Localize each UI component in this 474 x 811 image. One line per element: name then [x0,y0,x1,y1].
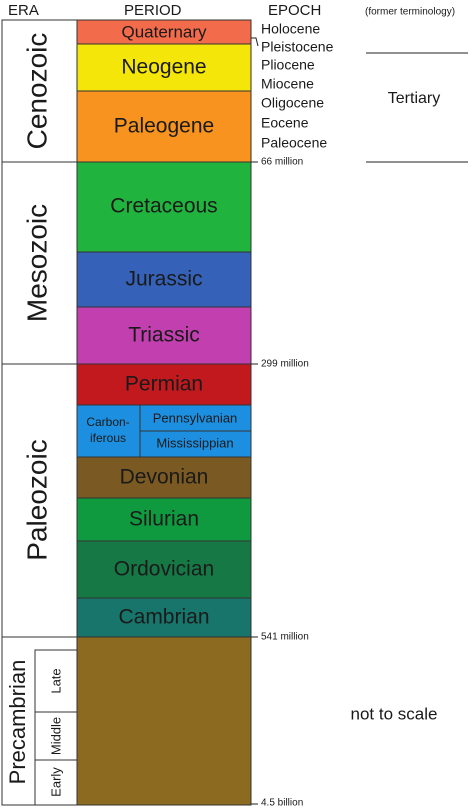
epoch-label: Paleocene [261,135,327,151]
period-label: Carbon- [86,415,129,429]
period-box [76,540,252,599]
date-label: 299 million [261,359,309,370]
period-box [76,306,252,365]
subdivision-box [34,711,78,761]
era-label: Cenozoic [21,33,52,150]
period-box [76,597,252,638]
period-box [139,404,252,432]
period-box [76,497,252,542]
period-label: iferous [90,431,126,445]
period-label: Devonian [120,466,209,489]
subdivision-label: Middle [48,717,63,755]
period-label: Cretaceous [110,195,217,218]
period-box [139,430,252,458]
date-label: 4.5 billion [261,798,303,809]
subdivision-box [34,759,78,806]
period-box [76,363,252,406]
note: not to scale [351,704,438,723]
period-label: Quaternary [121,22,207,41]
epoch-label: Oligocene [261,95,324,111]
period-label: Paleogene [114,115,214,138]
epoch-bracket [251,37,259,47]
subdivision-label: Late [48,668,63,693]
era-box [1,19,78,163]
epoch-label: Miocene [261,76,314,92]
subperiod-label: Mississippian [156,435,233,450]
period-box [76,251,252,308]
header-former: (former terminology) [365,7,455,18]
period-label: Triassic [128,324,200,347]
epoch-label: Pleistocene [261,39,334,55]
epoch-label: Holocene [261,21,320,37]
period-box [76,90,252,163]
period-label: Permian [125,373,203,396]
subperiod-label: Pennsylvanian [153,410,238,425]
epoch-label: Pliocene [261,57,315,73]
header-period: PERIOD [124,2,182,19]
header-epoch: EPOCH [268,2,321,19]
period-box [76,19,252,45]
date-label: 541 million [261,632,309,643]
era-label: Mesozoic [21,204,52,322]
era-box [1,363,78,638]
period-label: Neogene [121,56,206,79]
epoch-label: Eocene [261,115,309,131]
period-label: Cambrian [118,606,209,629]
header-era: ERA [8,2,39,19]
period-label: Jurassic [125,268,202,291]
era-label: Paleozoic [21,439,52,560]
era-box [1,161,78,365]
period-box [76,636,252,806]
subdivision-label: Early [48,767,63,797]
former-term: Tertiary [388,90,440,107]
period-box [76,456,252,499]
date-label: 66 million [261,157,303,168]
period-label: Silurian [129,508,199,531]
era-label: Precambrian [5,660,30,785]
period-box [76,161,252,253]
period-label: Ordovician [114,558,214,581]
